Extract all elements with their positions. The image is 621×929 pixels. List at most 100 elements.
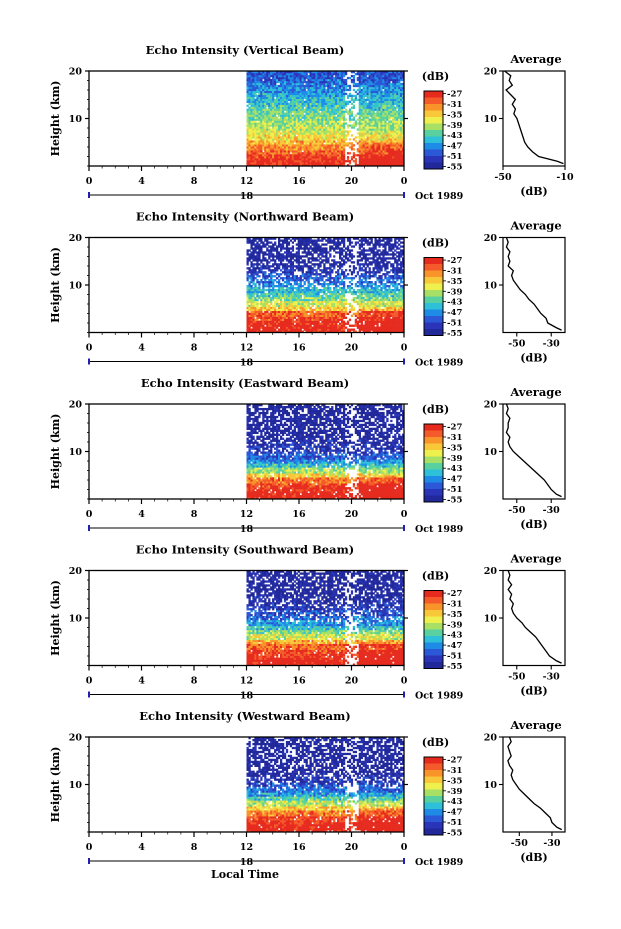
heatmap-cell xyxy=(266,138,268,140)
heatmap-cell xyxy=(280,148,282,150)
heatmap-cell xyxy=(296,117,298,119)
heatmap-cell xyxy=(278,122,280,124)
heatmap-cell xyxy=(282,111,284,113)
heatmap-cell xyxy=(290,87,292,89)
heatmap-cell xyxy=(302,138,304,140)
heatmap-cell xyxy=(260,128,262,130)
heatmap-cell xyxy=(286,154,288,156)
heatmap-cell xyxy=(250,111,252,113)
heatmap-cell xyxy=(286,79,288,81)
heatmap-cell xyxy=(280,136,282,138)
heatmap-cell xyxy=(270,130,272,132)
heatmap-cell xyxy=(313,107,315,109)
heatmap-cell xyxy=(256,126,258,128)
heatmap-cell xyxy=(252,152,254,154)
heatmap-cell xyxy=(270,75,272,77)
heatmap-cell xyxy=(280,113,282,115)
heatmap-cell xyxy=(270,83,272,85)
heatmap-cell xyxy=(264,117,266,119)
heatmap-cell xyxy=(311,117,313,119)
heatmap-cell xyxy=(278,156,280,158)
heatmap-cell xyxy=(288,150,290,152)
heatmap-cell xyxy=(294,91,296,93)
heatmap-cell xyxy=(260,140,262,142)
heatmap-cell xyxy=(298,97,300,99)
heatmap-cell xyxy=(250,75,252,77)
heatmap-cell xyxy=(315,115,317,117)
heatmap-cell xyxy=(284,160,286,162)
heatmap-cell xyxy=(296,113,298,115)
heatmap-cell xyxy=(254,107,256,109)
heatmap-cell xyxy=(256,146,258,148)
heatmap-cell xyxy=(304,97,306,99)
heatmap-cell xyxy=(308,109,310,111)
heatmap-cell xyxy=(266,101,268,103)
heatmap-cell xyxy=(252,87,254,89)
heatmap-cell xyxy=(288,115,290,117)
heatmap-cell xyxy=(308,115,310,117)
heatmap-cell xyxy=(321,142,323,144)
heatmap-cell xyxy=(296,83,298,85)
heatmap-cell xyxy=(298,111,300,113)
heatmap-cell xyxy=(266,87,268,89)
heatmap-cell xyxy=(321,124,323,126)
heatmap-cell xyxy=(266,95,268,97)
heatmap-cell xyxy=(266,91,268,93)
heatmap-cell xyxy=(304,111,306,113)
heatmap-cell xyxy=(250,117,252,119)
heatmap-cell xyxy=(290,119,292,121)
heatmap-cell xyxy=(319,126,321,128)
heatmap-cell xyxy=(260,89,262,91)
heatmap-cell xyxy=(288,97,290,99)
heatmap-cell xyxy=(264,119,266,121)
heatmap-cell xyxy=(270,148,272,150)
heatmap-cell xyxy=(280,109,282,111)
heatmap-cell xyxy=(268,79,270,81)
heatmap-cell xyxy=(292,75,294,77)
heatmap-cell xyxy=(254,75,256,77)
heatmap-cell xyxy=(315,124,317,126)
heatmap-cell xyxy=(308,117,310,119)
heatmap-cell xyxy=(282,117,284,119)
heatmap-cell xyxy=(274,99,276,101)
heatmap-cell xyxy=(247,140,249,142)
heatmap-cell xyxy=(266,136,268,138)
heatmap-cell xyxy=(266,124,268,126)
heatmap-cell xyxy=(262,140,264,142)
heatmap-cell xyxy=(274,132,276,134)
heatmap-cell xyxy=(304,89,306,91)
heatmap-cell xyxy=(272,77,274,79)
heatmap-cell xyxy=(278,144,280,146)
heatmap-cell xyxy=(264,81,266,83)
heatmap-cell xyxy=(300,91,302,93)
heatmap-cell xyxy=(256,91,258,93)
heatmap-cell xyxy=(302,111,304,113)
heatmap-cell xyxy=(276,144,278,146)
heatmap-cell xyxy=(247,144,249,146)
heatmap-cell xyxy=(252,79,254,81)
heatmap-cell xyxy=(304,156,306,158)
heatmap-cell xyxy=(248,97,250,99)
heatmap-cell xyxy=(296,138,298,140)
heatmap-cell xyxy=(266,162,268,164)
heatmap-cell xyxy=(323,109,325,111)
heatmap-cell xyxy=(304,105,306,107)
heatmap-cell xyxy=(313,146,315,148)
heatmap-cell xyxy=(302,77,304,79)
heatmap-cell xyxy=(284,119,286,121)
heatmap-cell xyxy=(272,95,274,97)
heatmap-cell xyxy=(247,85,249,87)
heatmap-cell xyxy=(304,154,306,156)
heatmap-cell xyxy=(274,158,276,160)
heatmap-cell xyxy=(315,83,317,85)
heatmap-cell xyxy=(250,109,252,111)
heatmap-cell xyxy=(310,134,312,136)
heatmap-cell xyxy=(327,158,329,160)
heatmap-cell xyxy=(302,162,304,164)
heatmap-cell xyxy=(290,101,292,103)
heatmap-cell xyxy=(296,128,298,130)
heatmap-cell xyxy=(270,107,272,109)
figure: Echo Intensity (Vertical Beam)1020Height… xyxy=(0,0,621,929)
heatmap-cell xyxy=(254,87,256,89)
heatmap-cell xyxy=(304,138,306,140)
